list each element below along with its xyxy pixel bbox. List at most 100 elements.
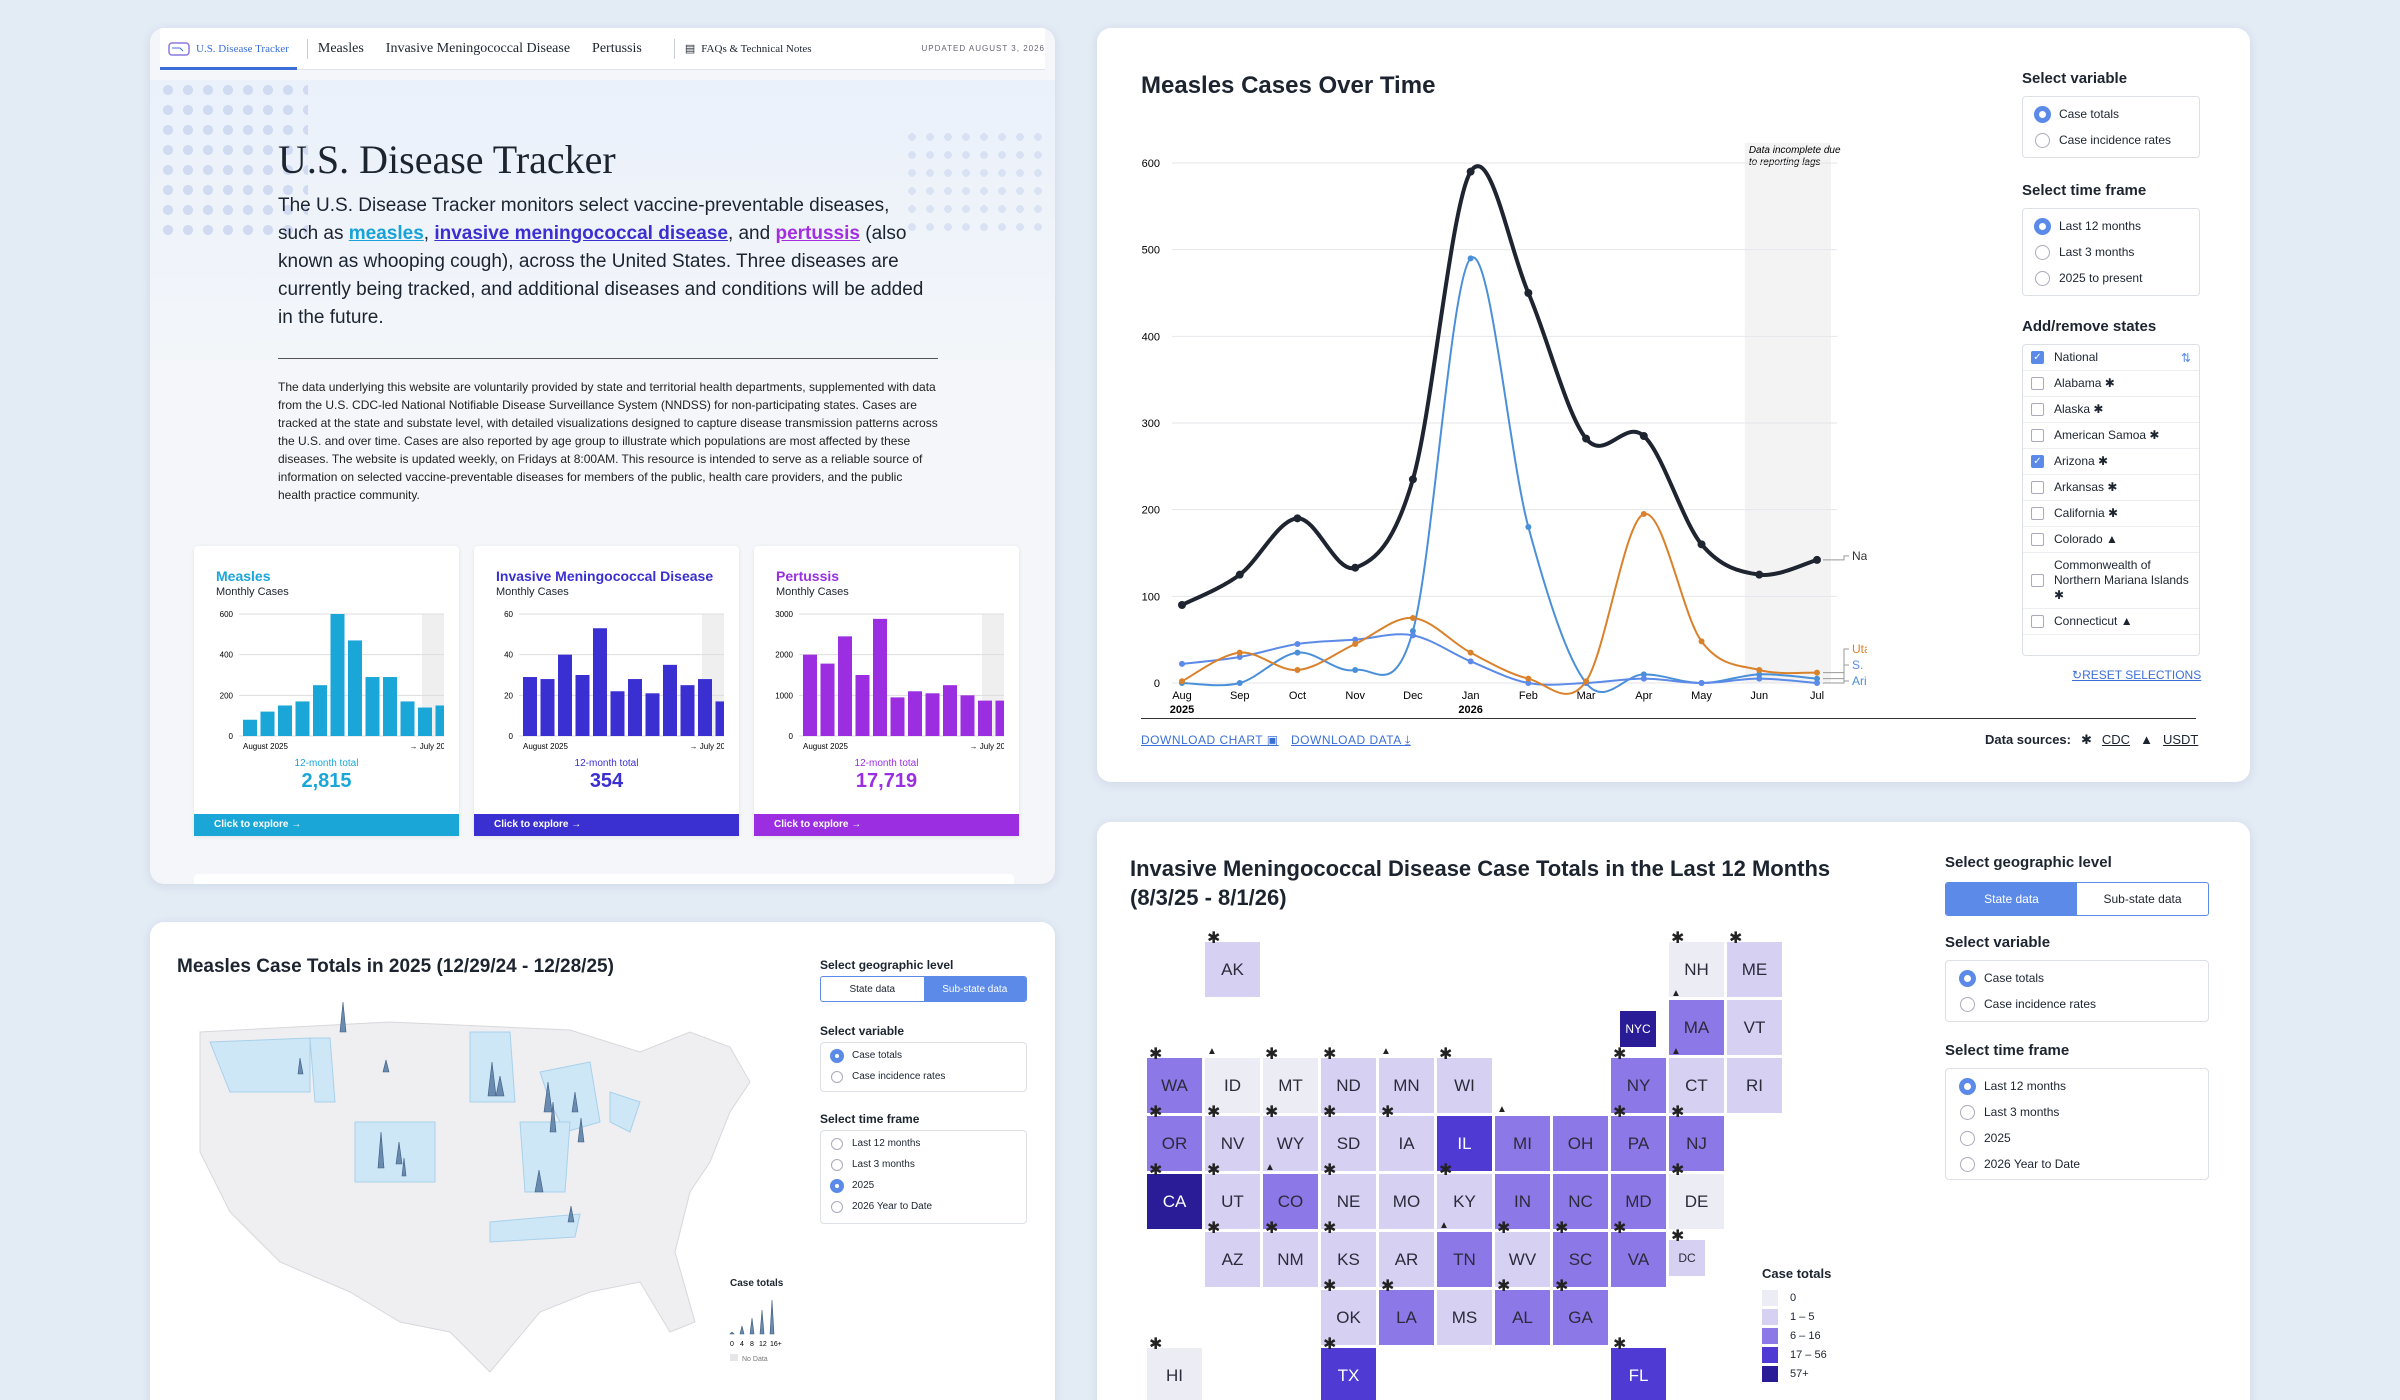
state-tile[interactable]: ▲ CO [1263, 1162, 1318, 1229]
state-data-option[interactable]: State data [1946, 883, 2077, 915]
radio-2026-ytd[interactable]: 2026 Year to Date [1960, 1151, 2194, 1177]
nav-link-measles[interactable]: Measles [317, 40, 364, 56]
state-tile[interactable]: ✱ ND [1321, 1046, 1376, 1113]
reset-selections-link[interactable]: ↻RESET SELECTIONS [2072, 668, 2201, 682]
download-chart-button[interactable]: DOWNLOAD CHART ▣ [1141, 733, 1279, 747]
state-tile[interactable]: ✱ OK [1321, 1278, 1376, 1345]
state-tile[interactable]: NC [1553, 1174, 1608, 1229]
nav-link-imd[interactable]: Invasive Meningococcal Disease [385, 40, 571, 56]
download-data-button[interactable]: DOWNLOAD DATA ⤓ [1291, 733, 1411, 748]
radio-last-3[interactable]: Last 3 months [2035, 239, 2187, 265]
state-tile[interactable]: ✱ IA [1379, 1104, 1434, 1171]
state-checkbox-row[interactable]: American Samoa ✱ [2023, 423, 2199, 449]
state-tile[interactable]: ✱ AL [1495, 1278, 1550, 1345]
state-tile[interactable]: AR [1379, 1232, 1434, 1287]
radio-incidence[interactable]: Case incidence rates [831, 1066, 1016, 1087]
radio-last-12[interactable]: Last 12 months [2035, 213, 2187, 239]
nav-brand[interactable]: U.S. Disease Tracker [160, 28, 297, 70]
imd-summary-card[interactable]: Invasive Meningococcal Disease Monthly C… [474, 546, 739, 836]
state-tile[interactable]: ✱ NJ [1669, 1104, 1724, 1171]
state-tile[interactable]: ▲ MA [1669, 988, 1724, 1055]
state-tile[interactable]: IL [1437, 1116, 1492, 1171]
state-tile[interactable]: ✱ LA [1379, 1278, 1434, 1345]
radio-incidence[interactable]: Case incidence rates [2035, 127, 2187, 153]
state-tile[interactable]: ✱ KY [1437, 1162, 1492, 1229]
state-tile[interactable]: OH [1553, 1116, 1608, 1171]
state-tile[interactable]: ✱ SC [1553, 1220, 1608, 1287]
radio-case-totals[interactable]: Case totals [2035, 101, 2187, 127]
state-checkbox-row[interactable]: Arkansas ✱ [2023, 475, 2199, 501]
state-tile[interactable]: ✱ AK [1205, 930, 1260, 997]
link-measles[interactable]: measles [348, 223, 424, 244]
pertussis-summary-card[interactable]: Pertussis Monthly Cases 12-month total 1… [754, 546, 1019, 836]
link-imd[interactable]: invasive meningococcal disease [434, 223, 728, 244]
radio-2025[interactable]: 2025 [831, 1175, 1016, 1196]
state-tile[interactable]: ✱ VA [1611, 1220, 1666, 1287]
state-tile[interactable]: ✱ PA [1611, 1104, 1666, 1171]
state-tile[interactable]: ▲ ID [1205, 1046, 1260, 1113]
state-tile[interactable]: RI [1727, 1058, 1782, 1113]
state-checkbox-row[interactable]: Colorado ▲ [2023, 527, 2199, 553]
state-checkbox-row[interactable]: Commonwealth of Northern Mariana Islands… [2023, 553, 2199, 609]
state-checkbox-row[interactable]: ✓ Arizona ✱ [2023, 449, 2199, 475]
radio-2025[interactable]: 2025 [1960, 1125, 2194, 1151]
state-tile[interactable]: ✱ NE [1321, 1162, 1376, 1229]
state-tile[interactable]: ✱ WI [1437, 1046, 1492, 1113]
state-checkbox-row[interactable]: California ✱ [2023, 501, 2199, 527]
radio-2025-present[interactable]: 2025 to present [2035, 265, 2187, 291]
nav-link-pertussis[interactable]: Pertussis [592, 40, 642, 56]
state-tile[interactable]: ✱ OR [1147, 1104, 1202, 1171]
state-tile[interactable]: ✱ FL [1611, 1336, 1666, 1400]
state-tile[interactable]: ✱ DC [1669, 1228, 1705, 1276]
radio-last-3[interactable]: Last 3 months [831, 1154, 1016, 1175]
radio-last-12[interactable]: Last 12 months [1960, 1073, 2194, 1099]
state-checkbox-row[interactable]: Connecticut ▲ [2023, 609, 2199, 635]
state-tile[interactable]: ✱ CA [1147, 1162, 1202, 1229]
state-tile[interactable]: ✱ WY [1263, 1104, 1318, 1171]
state-tile[interactable]: IN [1495, 1174, 1550, 1229]
source-link-usdt[interactable]: USDT [2162, 732, 2199, 747]
state-data-option[interactable]: State data [849, 983, 896, 995]
state-tile[interactable]: ✱ NY [1611, 1046, 1666, 1113]
state-tile[interactable]: ✱ AZ [1205, 1220, 1260, 1287]
explore-button[interactable]: Click to explore → [754, 814, 1019, 836]
explore-button[interactable]: Click to explore → [474, 814, 739, 836]
state-tile[interactable]: ✱ NH [1669, 930, 1724, 997]
sort-icon[interactable]: ⇅ [2180, 350, 2191, 365]
states-checklist[interactable]: ✓ National ⇅ Alabama ✱ Alaska ✱ American Samo… [2022, 344, 2200, 656]
radio-2026-ytd[interactable]: 2026 Year to Date [831, 1196, 1016, 1217]
state-tile[interactable]: ✱ ME [1727, 930, 1782, 997]
measles-summary-card[interactable]: Measles Monthly Cases 12-month total 2,8… [194, 546, 459, 836]
state-checkbox-row[interactable]: Alaska ✱ [2023, 397, 2199, 423]
state-tile[interactable]: VT [1727, 1000, 1782, 1055]
nav-link-faq[interactable]: ▤ FAQs & Technical Notes [685, 42, 812, 56]
state-tile[interactable]: ✱ HI [1147, 1336, 1202, 1400]
state-tile[interactable]: ✱ MT [1263, 1046, 1318, 1113]
state-tile[interactable]: ▲ TN [1437, 1220, 1492, 1287]
state-tile[interactable]: ✱ GA [1553, 1278, 1608, 1345]
state-tile[interactable]: ▲ MI [1495, 1104, 1550, 1171]
state-tile[interactable]: NYC [1619, 1010, 1657, 1048]
state-tile[interactable]: ✱ NM [1263, 1220, 1318, 1287]
state-tile[interactable]: ✱ TX [1321, 1336, 1376, 1400]
explore-button[interactable]: Click to explore → [194, 814, 459, 836]
state-tile[interactable]: MS [1437, 1290, 1492, 1345]
radio-case-totals[interactable]: Case totals [831, 1045, 1016, 1066]
state-tile[interactable]: MO [1379, 1174, 1434, 1229]
substate-data-option[interactable]: Sub-state data [2103, 892, 2182, 906]
link-pertussis[interactable]: pertussis [775, 223, 860, 244]
radio-incidence[interactable]: Case incidence rates [1960, 991, 2194, 1017]
radio-last-3[interactable]: Last 3 months [1960, 1099, 2194, 1125]
state-tile[interactable]: ✱ UT [1205, 1162, 1260, 1229]
state-tile[interactable]: MD [1611, 1174, 1666, 1229]
substate-data-option[interactable]: Sub-state data [923, 977, 1026, 1001]
state-checkbox-row[interactable]: Alabama ✱ [2023, 371, 2199, 397]
state-tile[interactable]: ✱ DE [1669, 1162, 1724, 1229]
state-tile[interactable]: ✱ NV [1205, 1104, 1260, 1171]
radio-case-totals[interactable]: Case totals [1960, 965, 2194, 991]
state-checkbox-row[interactable]: ✓ National ⇅ [2023, 345, 2199, 371]
radio-last-12[interactable]: Last 12 months [831, 1133, 1016, 1154]
state-tile[interactable]: ✱ WA [1147, 1046, 1202, 1113]
state-tile[interactable]: ✱ KS [1321, 1220, 1376, 1287]
source-link-cdc[interactable]: CDC [2101, 732, 2131, 747]
